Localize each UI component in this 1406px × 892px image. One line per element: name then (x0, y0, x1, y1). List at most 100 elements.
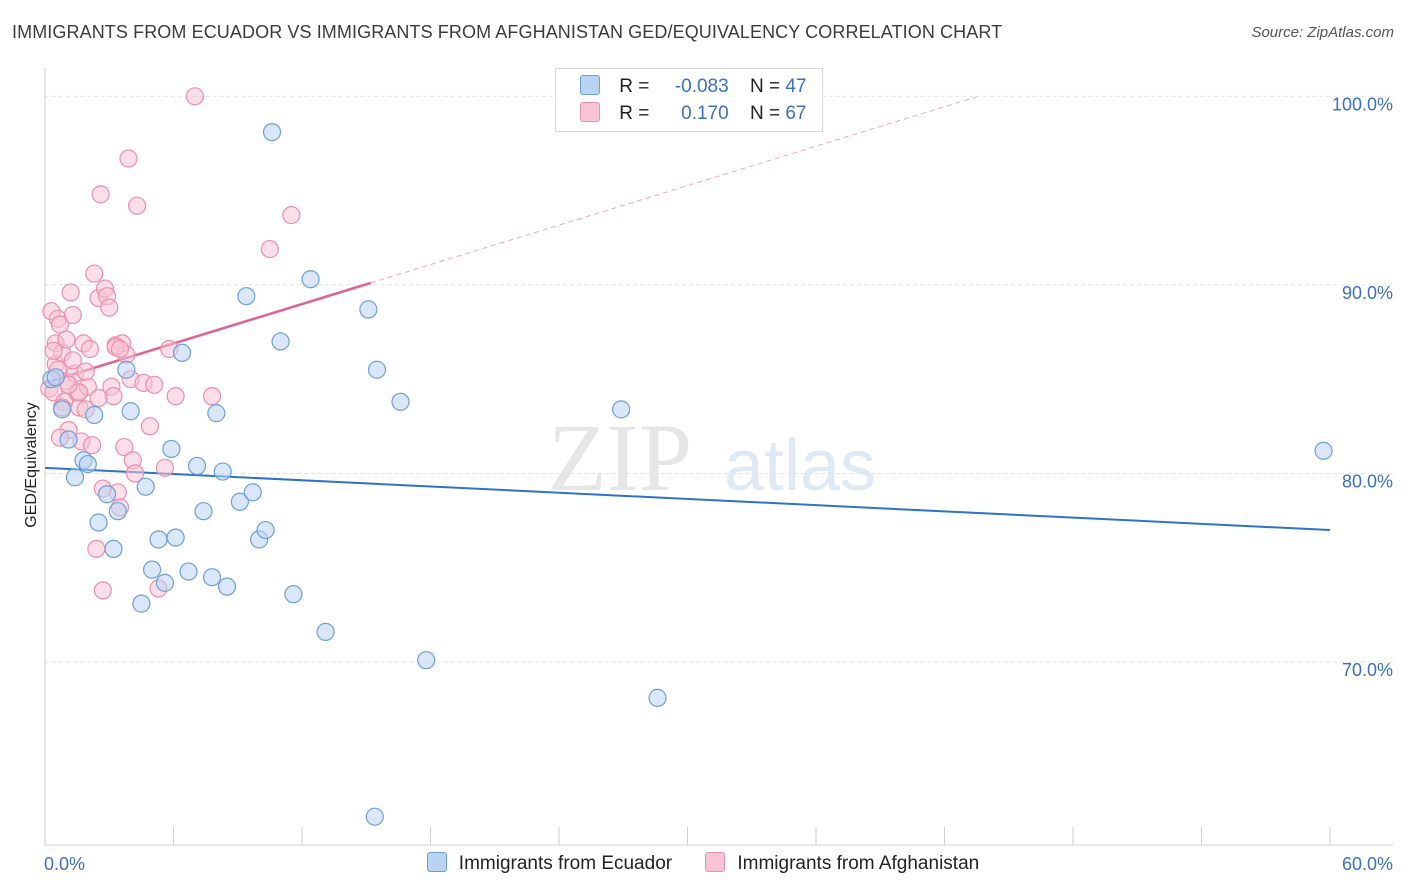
data-point-afghanistan (100, 298, 119, 317)
legend-swatch-afghanistan (580, 102, 600, 122)
data-point-ecuador (648, 688, 667, 707)
data-point-ecuador (284, 585, 303, 604)
data-point-afghanistan (282, 206, 301, 225)
data-point-ecuador (117, 360, 136, 379)
data-point-ecuador (85, 405, 104, 425)
data-point-ecuador (202, 568, 222, 587)
legend-r-label: R = (619, 103, 650, 124)
data-point-ecuador (121, 402, 140, 421)
data-point-afghanistan (127, 196, 147, 215)
watermark-atlas: atlas (724, 426, 876, 506)
data-point-afghanistan (91, 185, 110, 204)
data-point-afghanistan (260, 239, 279, 259)
data-point-ecuador (179, 562, 198, 581)
data-point-ecuador (194, 502, 213, 521)
gridlines (45, 95, 1393, 663)
y-tick-label: 70.0% (1342, 660, 1393, 680)
data-point-afghanistan (119, 149, 138, 168)
data-point-ecuador (237, 287, 256, 306)
data-point-ecuador (46, 368, 65, 387)
source-credit: Source: ZipAtlas.com (1251, 24, 1394, 41)
trend-lines (44, 96, 1331, 532)
data-point-ecuador (359, 300, 378, 319)
data-point-ecuador (262, 123, 282, 142)
data-point-ecuador (301, 270, 320, 289)
data-point-afghanistan (115, 437, 134, 457)
data-point-ecuador (59, 430, 78, 449)
trend-line-afghanistan-extension (370, 96, 977, 284)
data-point-afghanistan (57, 330, 76, 349)
data-point-ecuador (256, 520, 275, 540)
legend-label-afghanistan: Immigrants from Afghanistan (737, 853, 980, 874)
data-point-ecuador (207, 404, 226, 423)
legend-n-label: N = (749, 103, 781, 124)
legend-n-value-ecuador: 47 (785, 76, 807, 97)
data-point-afghanistan (76, 362, 95, 381)
data-point-ecuador (1314, 441, 1333, 460)
legend-item-afghanistan[interactable]: Immigrants from Afghanistan (705, 852, 979, 875)
data-point-ecuador (89, 513, 108, 532)
x-tick-label: 0.0% (44, 854, 85, 874)
data-point-ecuador (149, 530, 168, 549)
data-point-afghanistan (80, 339, 100, 359)
data-point-ecuador (367, 360, 387, 379)
data-point-afghanistan (63, 305, 82, 325)
y-axis-title: GED/Equivalency (23, 402, 40, 527)
data-point-ecuador (417, 651, 436, 670)
data-point-afghanistan (61, 283, 80, 302)
data-point-ecuador (391, 392, 410, 411)
legend-item-ecuador[interactable]: Immigrants from Ecuador (426, 852, 673, 875)
legend-swatch-afghanistan (705, 852, 726, 872)
data-point-ecuador (316, 622, 335, 641)
data-point-afghanistan (166, 387, 185, 406)
data-point-ecuador (172, 343, 192, 362)
legend-n-value-afghanistan: 67 (785, 103, 807, 124)
data-point-ecuador (78, 454, 97, 474)
legend-label-ecuador: Immigrants from Ecuador (458, 853, 673, 874)
data-point-afghanistan (104, 387, 123, 406)
ecuador-points (42, 123, 1333, 826)
data-point-ecuador (230, 492, 249, 511)
data-point-afghanistan (140, 417, 160, 436)
data-point-ecuador (187, 456, 207, 476)
y-tick-label: 90.0% (1342, 283, 1393, 303)
data-point-ecuador (53, 400, 72, 419)
legend-row-ecuador: R = -0.083 N = 47 (580, 75, 806, 101)
data-point-afghanistan (145, 375, 164, 394)
data-point-afghanistan (83, 436, 102, 455)
data-point-ecuador (132, 594, 151, 613)
legend-swatch-ecuador (426, 852, 447, 872)
tick-labels: 70.0% 80.0% 90.0% 100.0% 0.0% 60.0% GED/Equiva… (23, 94, 1393, 874)
data-point-afghanistan (89, 388, 108, 408)
data-point-afghanistan (202, 387, 222, 406)
data-point-ecuador (155, 573, 175, 592)
data-point-ecuador (612, 400, 631, 419)
legend-swatch-ecuador (580, 75, 600, 95)
legend-row-afghanistan: R = 0.170 N = 67 (580, 102, 806, 128)
data-point-afghanistan (185, 87, 205, 106)
data-point-ecuador (243, 483, 262, 502)
data-point-afghanistan (155, 458, 175, 477)
y-tick-label: 100.0% (1332, 94, 1393, 114)
data-point-ecuador (365, 807, 384, 826)
data-point-ecuador (166, 528, 185, 547)
legend-r-label: R = (619, 76, 650, 97)
data-point-afghanistan (87, 539, 106, 559)
data-point-afghanistan (93, 581, 112, 600)
data-point-afghanistan (44, 341, 63, 360)
data-point-ecuador (213, 462, 232, 481)
x-tick-label: 60.0% (1342, 854, 1393, 874)
data-point-afghanistan (110, 339, 130, 359)
data-point-ecuador (271, 332, 290, 351)
data-point-ecuador (162, 439, 181, 459)
legend-n-label: N = (749, 76, 781, 97)
series-legend: Immigrants from Ecuador Immigrants from … (0, 852, 1406, 875)
data-point-afghanistan (125, 464, 145, 483)
data-point-ecuador (98, 485, 117, 504)
data-point-afghanistan (50, 315, 70, 334)
data-point-ecuador (104, 539, 123, 559)
chart-title: IMMIGRANTS FROM ECUADOR VS IMMIGRANTS FR… (12, 22, 1003, 42)
data-point-afghanistan (63, 351, 82, 370)
y-tick-label: 80.0% (1342, 471, 1393, 491)
correlation-legend: R = -0.083 N = 47 R = 0.170 N = 67 (555, 68, 823, 132)
